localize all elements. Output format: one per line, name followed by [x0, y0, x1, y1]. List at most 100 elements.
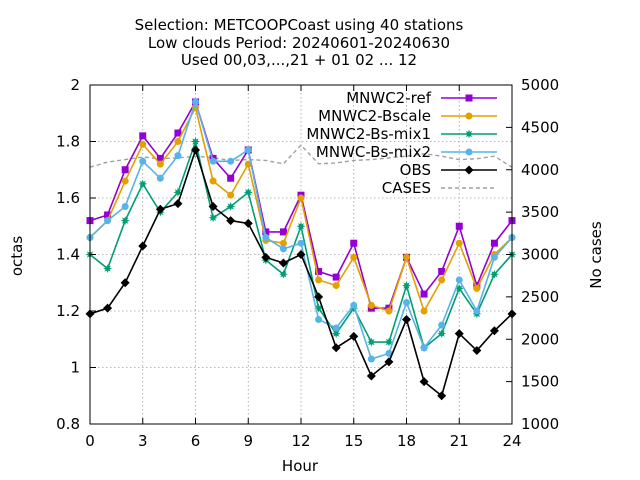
data-point [332, 324, 340, 332]
x-axis-label: Hour [282, 457, 319, 475]
data-point [385, 307, 393, 315]
data-point [120, 216, 130, 226]
data-point [226, 201, 236, 211]
legend-entry: MNWC2-Bs-mix1 [306, 125, 497, 143]
series-line [89, 147, 513, 398]
data-point [261, 252, 271, 262]
data-point [385, 349, 393, 357]
data-point [138, 179, 148, 189]
data-point [455, 222, 463, 230]
x-tick-label: 15 [344, 432, 363, 450]
data-point [490, 239, 498, 247]
y-tick-label: 1 [70, 359, 80, 377]
data-point [455, 276, 463, 284]
data-point [209, 157, 217, 165]
data-point [104, 211, 112, 219]
data-point [104, 217, 112, 225]
data-point [296, 221, 306, 231]
y2-tick-label: 4000 [521, 161, 559, 179]
data-point [174, 152, 182, 160]
data-point [473, 307, 481, 315]
data-point [279, 239, 287, 247]
y2-tick-label: 1000 [521, 415, 559, 433]
data-point [438, 276, 446, 284]
data-point [227, 174, 235, 182]
legend-label: OBS [400, 161, 431, 179]
y-tick-label: 1.2 [56, 302, 80, 320]
data-point [173, 199, 183, 209]
data-point [226, 216, 236, 226]
y2-tick-label: 3000 [521, 246, 559, 264]
y2-tick-label: 2500 [521, 288, 559, 306]
data-point [384, 337, 394, 347]
data-point [315, 276, 323, 284]
data-point [350, 301, 358, 309]
legend-entry: MNWC2-ref [346, 89, 497, 107]
y-axis-label: octas [8, 236, 26, 276]
data-point [156, 160, 164, 168]
legend-marker [465, 148, 473, 156]
data-point [437, 391, 447, 401]
data-point [420, 344, 428, 352]
legend-entry: MNWC2-Bscale [318, 107, 497, 125]
data-point [366, 371, 376, 381]
data-point [262, 228, 270, 236]
data-point [419, 377, 429, 387]
legend-label: MNWC2-ref [346, 89, 431, 107]
data-point [103, 264, 113, 274]
data-point [350, 239, 358, 247]
data-point [384, 357, 394, 367]
data-point [192, 98, 199, 106]
data-point [454, 329, 464, 339]
data-point [174, 129, 182, 137]
data-point [103, 303, 113, 313]
data-point [402, 281, 411, 291]
legend-marker [464, 165, 474, 175]
data-point [121, 177, 129, 185]
y2-axis-label: No cases [587, 221, 605, 289]
y-tick-label: 1.6 [56, 189, 80, 207]
data-point [262, 234, 270, 242]
legend-entry: MNWC-Bs-mix2 [316, 143, 497, 161]
data-point [472, 346, 482, 356]
data-point [315, 267, 323, 275]
data-point [191, 137, 200, 146]
data-point [278, 258, 288, 268]
data-point [208, 213, 218, 223]
y-axis: 0.8 1 1.2 1.4 1.6 1.8 2 [56, 76, 96, 433]
data-point [139, 140, 147, 148]
legend-marker [465, 94, 473, 102]
legend-label: MNWC2-Bs-mix1 [306, 125, 431, 143]
data-point [437, 329, 447, 339]
y2-tick-label: 2000 [521, 330, 559, 348]
y-tick-label: 2 [70, 76, 80, 94]
data-point [174, 138, 182, 145]
data-point [243, 218, 253, 228]
data-point [489, 326, 499, 336]
legend-marker [465, 112, 473, 120]
x-tick-label: 3 [138, 432, 148, 450]
data-point [209, 177, 217, 185]
data-point [403, 299, 410, 307]
data-point [367, 301, 375, 309]
y2-tick-label: 4500 [521, 118, 559, 136]
legend-label: MNWC-Bs-mix2 [316, 143, 431, 161]
data-point [156, 174, 164, 182]
y2-tick-label: 3500 [521, 203, 559, 221]
x-tick-label: 21 [450, 432, 469, 450]
data-point [455, 239, 463, 247]
data-point [314, 292, 324, 302]
chart-title: Selection: METCOOPCoast using 40 station… [135, 16, 464, 69]
data-point [243, 187, 253, 197]
x-tick-label: 18 [397, 432, 416, 450]
data-point [349, 331, 359, 341]
x-tick-label: 0 [85, 432, 95, 450]
data-point [278, 269, 288, 279]
data-point [138, 241, 148, 251]
data-point [332, 282, 340, 290]
data-point [121, 166, 129, 174]
data-point [490, 253, 498, 261]
data-point [438, 267, 446, 275]
legend: MNWC2-refMNWC2-BscaleMNWC2-Bs-mix1MNWC-B… [306, 89, 497, 197]
